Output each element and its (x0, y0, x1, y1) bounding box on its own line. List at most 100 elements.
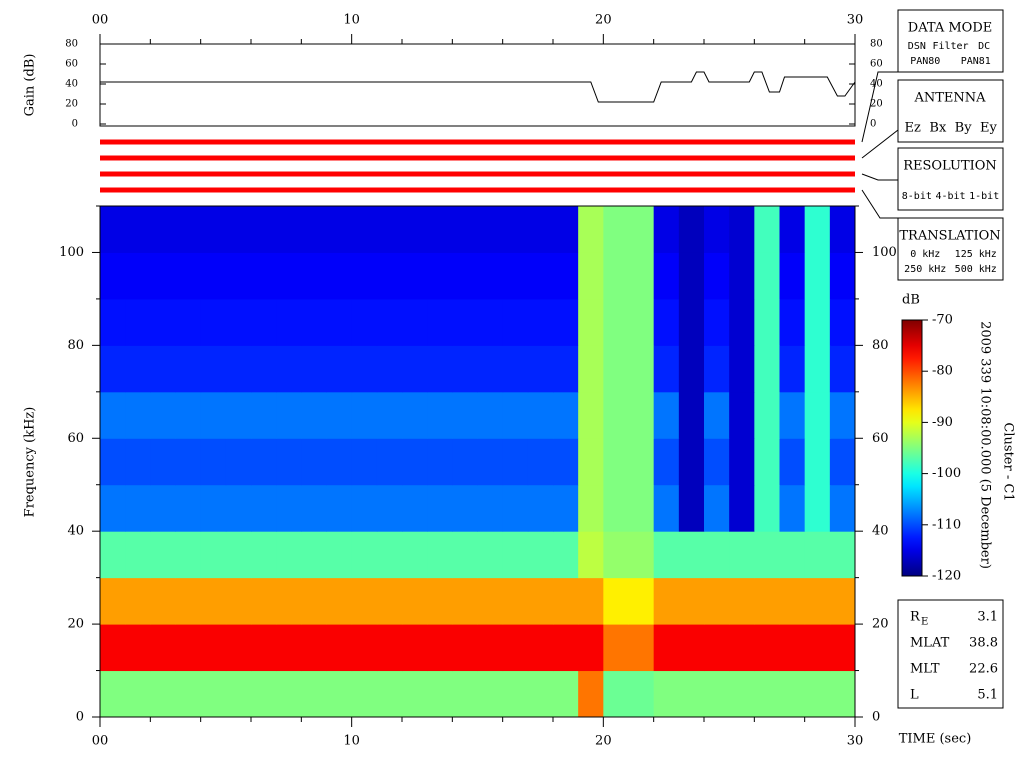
spectrogram-cell (351, 577, 378, 625)
spectrogram-cell (829, 391, 856, 439)
spectrogram-cell (704, 345, 730, 393)
spectrogram-cell (276, 484, 302, 532)
spectrogram-cell (351, 206, 378, 253)
spectrogram-cell (150, 438, 176, 486)
spectrogram-cell (125, 298, 151, 346)
y-tick-label-right: 40 (870, 79, 883, 90)
spectrogram-cell (200, 252, 227, 300)
spectrogram-cell (678, 391, 705, 439)
spectrogram-cell (804, 206, 831, 253)
spectrogram-cell (553, 624, 579, 672)
spectrogram-cell (427, 484, 453, 532)
orbit-value: 22.6 (969, 662, 998, 677)
spectrogram-cell (402, 670, 428, 718)
spectrogram-cell (704, 438, 730, 486)
spectrogram-cell (653, 577, 680, 625)
colorbar-tick-label: -80 (932, 364, 953, 379)
spectrogram-cell (628, 577, 655, 625)
spectrogram-cell (678, 577, 705, 625)
spectrogram-cell (225, 345, 252, 393)
spectrogram-cell (678, 252, 705, 300)
spectrogram-cell (754, 484, 780, 532)
y-tick-label-right: 0 (872, 710, 880, 725)
spectrogram-cell (502, 298, 529, 346)
spectrogram-cell (251, 577, 277, 625)
spectrogram-cell (628, 624, 655, 672)
spectrogram-cell (653, 206, 680, 253)
spectrogram-cell (200, 670, 227, 718)
y-tick-label-right: 60 (872, 431, 889, 446)
y-tick-label: 80 (67, 338, 84, 353)
orbit-label: MLT (910, 662, 940, 677)
spectrogram-cell (603, 391, 629, 439)
spectrogram-cell (553, 391, 579, 439)
spectrogram-cell (200, 577, 227, 625)
spectrogram-cell (276, 624, 302, 672)
spectrogram-cell (326, 670, 353, 718)
side-panel-box (897, 79, 1004, 143)
spectrogram-cell (376, 438, 403, 486)
spectrogram-cell (704, 484, 730, 532)
side-panel-item: Ez (904, 121, 920, 136)
spectrogram-cell (402, 252, 428, 300)
spectrogram-cell (754, 252, 780, 300)
orbit-label-subscript: E (921, 617, 928, 628)
spectrogram-cell (452, 438, 478, 486)
spectrogram-cell (553, 484, 579, 532)
spectrogram-cell (729, 206, 755, 253)
connector (861, 189, 898, 219)
spectrogram-cell (175, 670, 202, 718)
spectrogram-cell (477, 438, 504, 486)
spectrogram-cell (553, 206, 579, 253)
spectrogram-cell (829, 206, 856, 253)
y-tick-label: 40 (65, 79, 78, 90)
spectrogram-cell (326, 206, 353, 253)
spectrogram-cell (578, 252, 604, 300)
spectrogram-cell (125, 531, 151, 579)
spectrogram-cell (427, 438, 453, 486)
spectrogram-cell (301, 484, 327, 532)
spectrogram-cell (225, 484, 252, 532)
x-axis-label: TIME (sec) (899, 732, 972, 747)
orbit-box (897, 599, 1004, 709)
y-tick-label: 80 (65, 39, 78, 50)
spectrogram-cell (100, 624, 126, 672)
spectrogram-cell (578, 391, 604, 439)
spectrogram-cell (754, 624, 780, 672)
spectrogram-cell (452, 484, 478, 532)
spectrogram-cell (376, 206, 403, 253)
spectrogram-cell (276, 345, 302, 393)
spectrogram-cell (351, 624, 378, 672)
y-tick-label-right: 80 (870, 39, 883, 50)
gain-line (100, 71, 856, 103)
x-tick-label: 30 (847, 13, 864, 28)
spectrogram-cell (301, 298, 327, 346)
side-panel-title: DATA MODE (908, 21, 992, 36)
spectrogram-cell (175, 624, 202, 672)
spectrogram-cell (653, 391, 680, 439)
spectrogram-cell (175, 531, 202, 579)
spectrogram-cell (704, 577, 730, 625)
spectrogram-cell (527, 531, 554, 579)
spectrogram-cell (402, 624, 428, 672)
side-panel-title: ANTENNA (913, 91, 986, 106)
spectrogram-cell (100, 206, 126, 253)
spectrogram-cell (427, 577, 453, 625)
spectrogram-cell (427, 206, 453, 253)
spectrogram-cell (125, 438, 151, 486)
spectrogram-cell (376, 391, 403, 439)
spectrogram-cell (251, 298, 277, 346)
spectrogram-cell (175, 298, 202, 346)
spectrogram-cell (100, 670, 126, 718)
side-panel-title: TRANSLATION (899, 229, 1000, 244)
spectrogram-cell (628, 438, 655, 486)
spectrogram-cell (779, 298, 806, 346)
side-panel-item: By (955, 121, 973, 136)
colorbar-tick-label: -70 (932, 313, 953, 328)
spectrogram-cell (653, 438, 680, 486)
spectrogram-frame (99, 205, 856, 718)
y-tick-label-right: 80 (872, 338, 889, 353)
spectrogram-cell (175, 577, 202, 625)
spectrogram-cell (125, 391, 151, 439)
spectrogram-cell (150, 298, 176, 346)
